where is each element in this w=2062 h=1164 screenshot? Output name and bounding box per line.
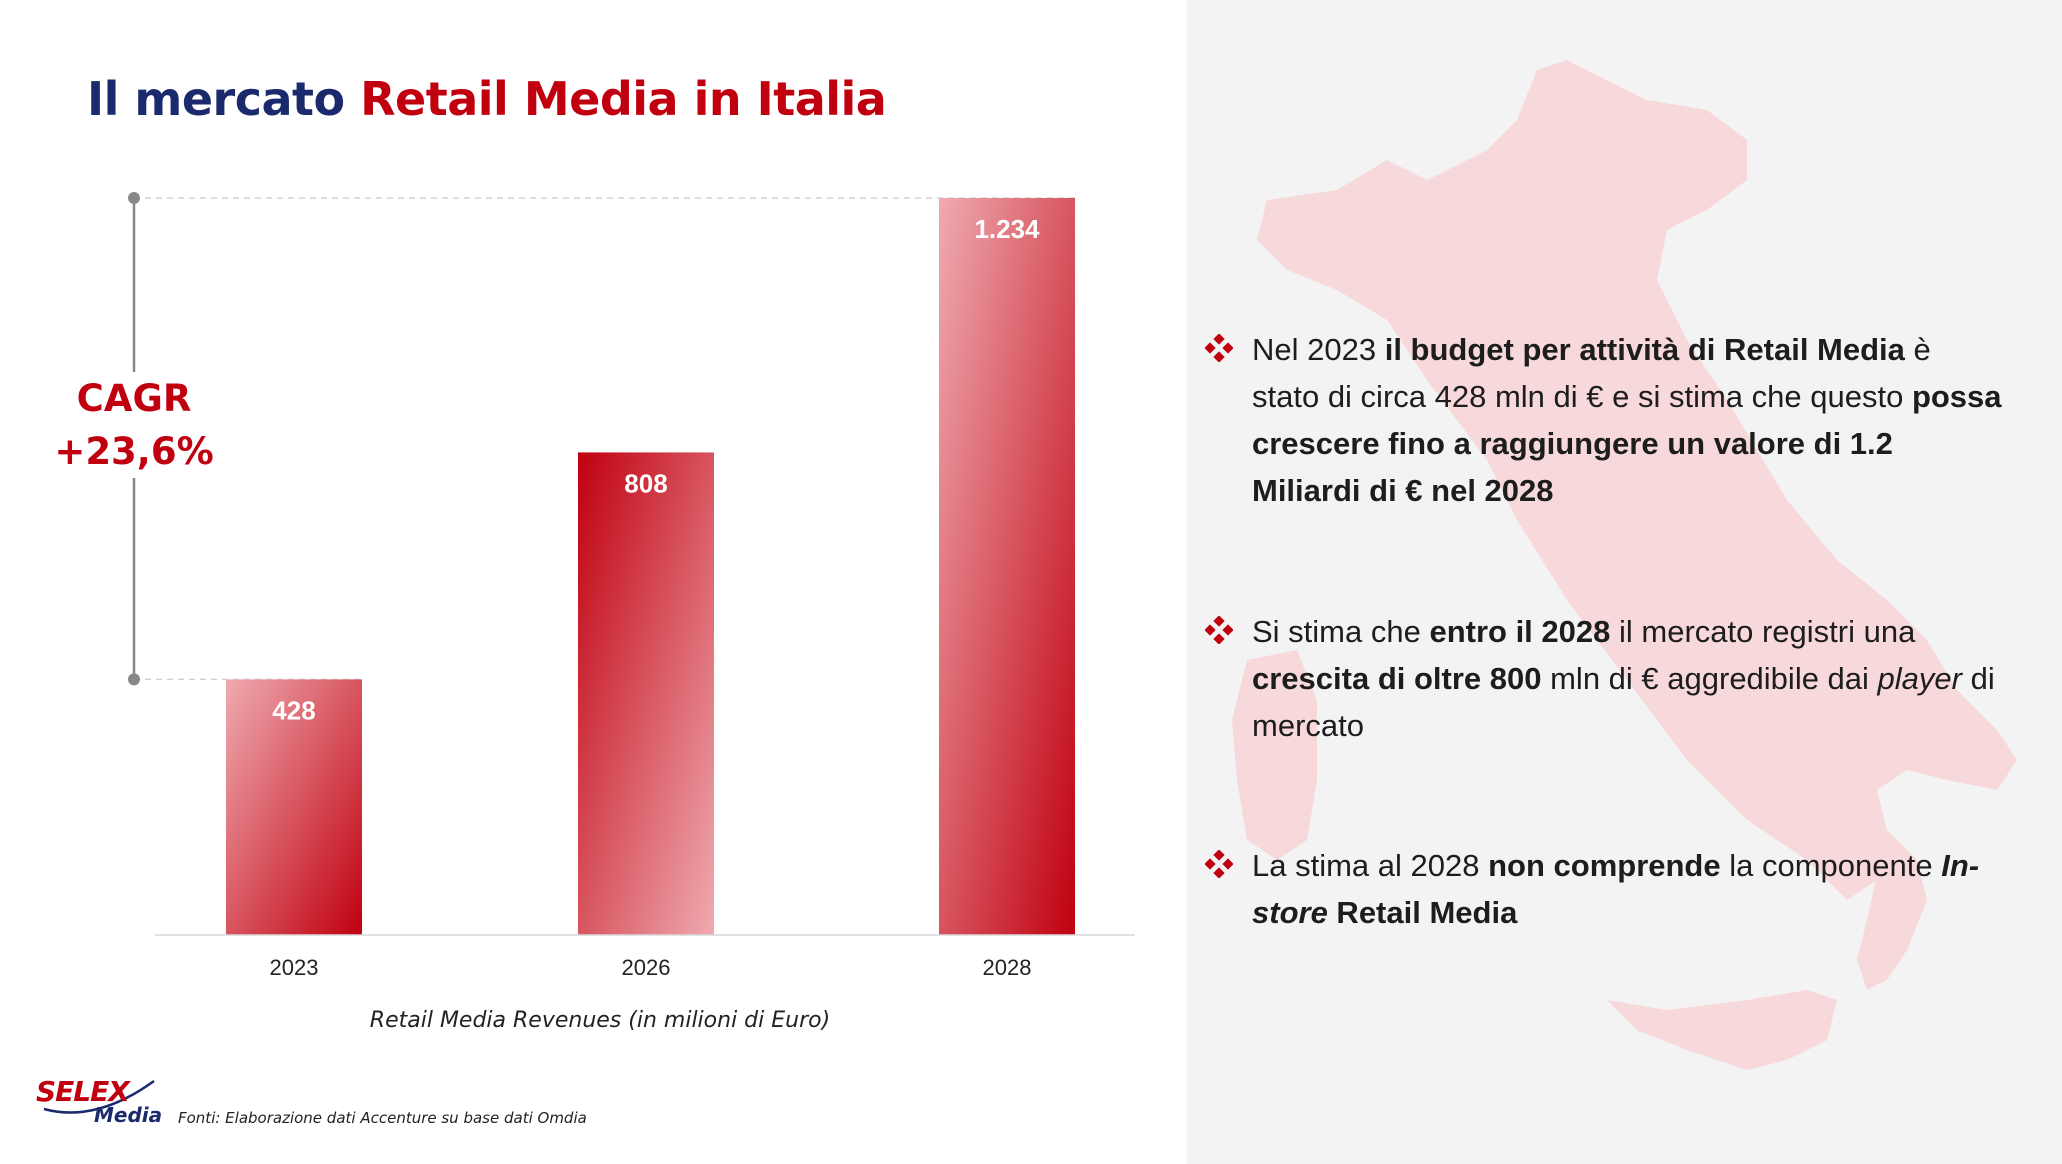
bullet-2-seg-1: Si stima che	[1252, 614, 1430, 649]
x-axis-title: Retail Media Revenues (in milioni di Eur…	[369, 1008, 831, 1033]
italy-sardinia	[1232, 650, 1317, 860]
italy-mainland	[1257, 60, 2017, 900]
x-tick-label-2026: 2026	[622, 955, 671, 980]
bar-value-label-2026: 808	[624, 468, 667, 498]
italy-calabria	[1857, 830, 1927, 990]
selex-media-logo: SELEX Media	[36, 1075, 163, 1135]
bar-2028	[939, 198, 1075, 935]
logo-brand: SELEX	[36, 1075, 130, 1108]
bullet-2-seg-6: player	[1877, 661, 1962, 696]
bar-value-label-2028: 1.234	[974, 214, 1040, 244]
bar-chart: 428 2023 808 2026 1.234 2028	[128, 192, 1135, 980]
cagr-bracket-bottom-dot	[128, 673, 140, 686]
bullet-1-seg-2: il budget per attività di Retail Media	[1384, 332, 1905, 367]
text-panel	[1187, 0, 2062, 1164]
bullet-2-seg-7: di mercato	[1252, 661, 1995, 743]
bullet-1-seg-4: possa crescere fino a raggiungere un val…	[1252, 379, 2002, 508]
bullet-2-seg-5: mln di € aggredibile dai	[1541, 661, 1878, 696]
logo-swoosh-icon	[43, 1079, 155, 1114]
bullet-2-seg-2: entro il 2028	[1429, 614, 1611, 649]
logo-sub: Media	[94, 1103, 163, 1127]
cagr-value: +23,6%	[54, 430, 214, 473]
page-title: Il mercato Retail Media in Italia	[87, 72, 887, 126]
diamond-bullet-icon	[1205, 334, 1233, 362]
title-part-main: Il mercato	[87, 72, 361, 126]
bullet-3-seg-4: In-store	[1252, 848, 1980, 930]
bullet-1-seg-3: è stato di circa 428 mln di € e si stima…	[1252, 332, 1931, 414]
bar-value-label-2023: 428	[272, 695, 315, 725]
cagr-label: CAGR +23,6%	[50, 372, 218, 478]
italy-sicily	[1607, 990, 1837, 1070]
bullet-3-seg-1: La stima al 2028	[1252, 848, 1489, 883]
bullet-text-2: Si stima che entro il 2028 il mercato re…	[1252, 608, 2002, 749]
bullet-3-seg-5: Retail Media	[1327, 895, 1518, 930]
cagr-title: CAGR	[76, 377, 192, 420]
bar-2023	[226, 679, 362, 935]
italy-map-shape	[1232, 60, 2017, 1070]
bullet-1-seg-1: Nel 2023	[1252, 332, 1385, 367]
bar-2026	[578, 452, 714, 935]
bullet-3-seg-2: non comprende	[1488, 848, 1721, 883]
bullet-3-seg-3: la componente	[1720, 848, 1942, 883]
diamond-bullet-icon	[1205, 616, 1233, 644]
bullet-text-1: Nel 2023 il budget per attività di Retai…	[1252, 326, 2002, 514]
cagr-bracket-top-dot	[128, 192, 140, 204]
x-tick-label-2028: 2028	[983, 955, 1032, 980]
diamond-bullet-icon	[1205, 850, 1233, 878]
x-tick-label-2023: 2023	[270, 955, 319, 980]
bullet-2-seg-3: il mercato registri una	[1610, 614, 1916, 649]
title-part-accent: Retail Media in Italia	[360, 72, 887, 126]
source-note: Fonti: Elaborazione dati Accenture su ba…	[178, 1109, 587, 1127]
bullet-2-seg-4: crescita di oltre 800	[1252, 661, 1542, 696]
bullet-text-3: La stima al 2028 non comprende la compon…	[1252, 842, 2002, 936]
